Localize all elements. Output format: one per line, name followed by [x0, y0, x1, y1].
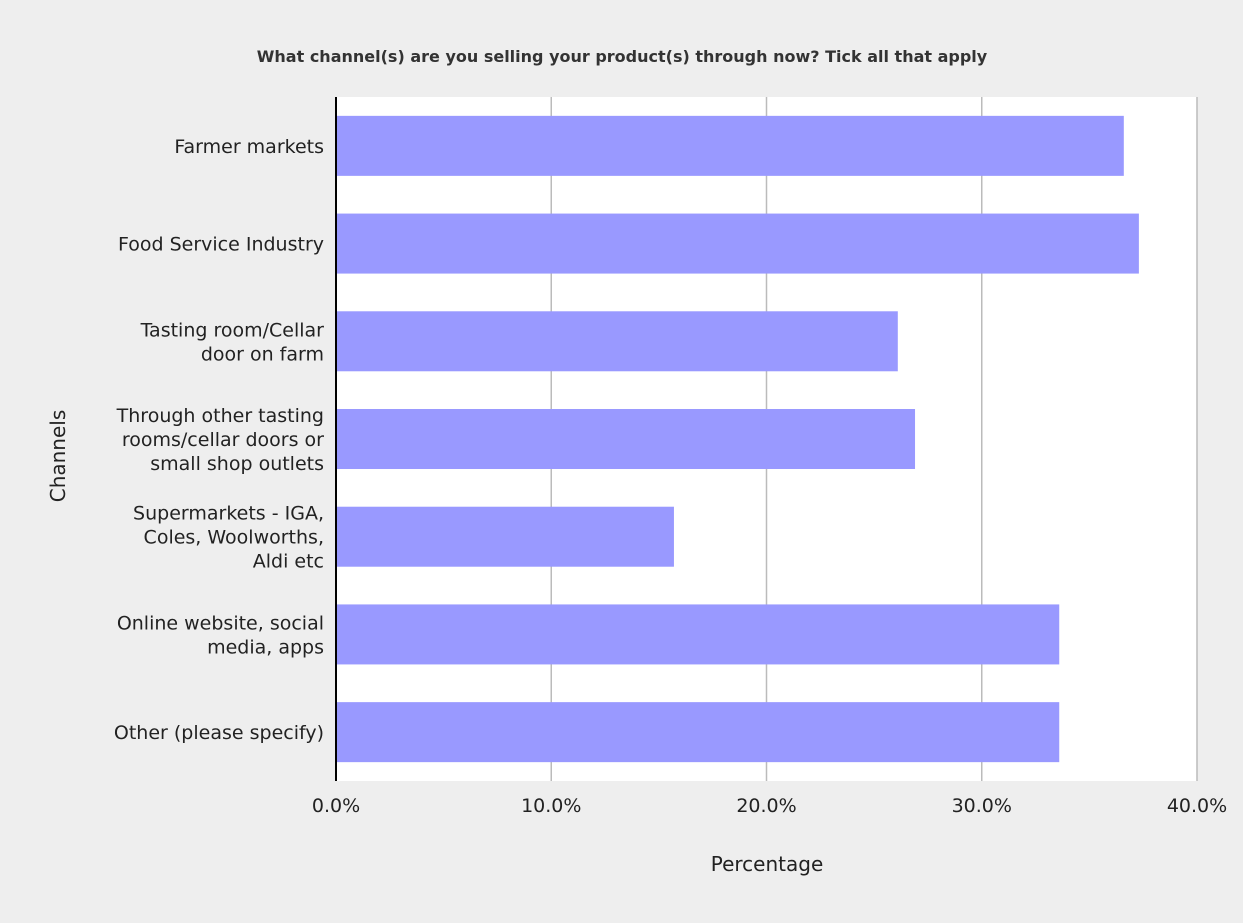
category-label-line: Food Service Industry	[118, 234, 324, 256]
bar	[336, 409, 916, 469]
x-tick-label: 0.0%	[312, 795, 360, 817]
category-label: Through other tasting rooms/cellar doors …	[116, 405, 325, 475]
bar	[336, 604, 1060, 665]
x-tick-labels: 0.0% 10.0% 20.0% 30.0% 40.0%	[312, 795, 1227, 817]
x-tick-label: 40.0%	[1167, 795, 1227, 817]
chart-title: What channel(s) are you selling your pro…	[257, 47, 988, 66]
category-label-line: Through other tasting	[116, 405, 324, 427]
x-axis-title: Percentage	[711, 852, 824, 876]
category-label-line: rooms/cellar doors or	[122, 429, 324, 451]
category-label-line: small shop outlets	[150, 453, 324, 475]
category-label: Other (please specify)	[114, 722, 324, 744]
category-label-line: Other (please specify)	[114, 722, 324, 744]
category-label-line: Supermarkets - IGA,	[133, 503, 324, 525]
bar	[336, 213, 1139, 274]
x-tick-label: 20.0%	[736, 795, 796, 817]
category-label-line: Aldi etc	[253, 551, 324, 573]
category-labels: Farmer markets Food Service Industry Tasti…	[114, 136, 324, 744]
category-label: Farmer markets	[174, 136, 324, 158]
x-tick-label: 10.0%	[521, 795, 581, 817]
category-label-line: Tasting room/Cellar	[140, 319, 325, 341]
category-label: Food Service Industry	[118, 234, 324, 256]
category-label: Supermarkets - IGA, Coles, Woolworths, Ald…	[133, 503, 324, 573]
category-label-line: media, apps	[207, 636, 324, 658]
category-label-line: Online website, social	[117, 612, 324, 634]
category-label: Tasting room/Cellar door on farm	[140, 319, 325, 365]
bar	[336, 311, 898, 372]
bar	[336, 115, 1124, 176]
category-label-line: Farmer markets	[174, 136, 324, 158]
category-label: Online website, social media, apps	[117, 612, 324, 658]
bars	[336, 115, 1139, 763]
bar	[336, 506, 674, 567]
category-label-line: door on farm	[201, 343, 324, 365]
bar	[336, 702, 1060, 763]
x-tick-label: 30.0%	[952, 795, 1012, 817]
category-label-line: Coles, Woolworths,	[144, 527, 324, 549]
y-axis-title: Channels	[46, 410, 70, 503]
